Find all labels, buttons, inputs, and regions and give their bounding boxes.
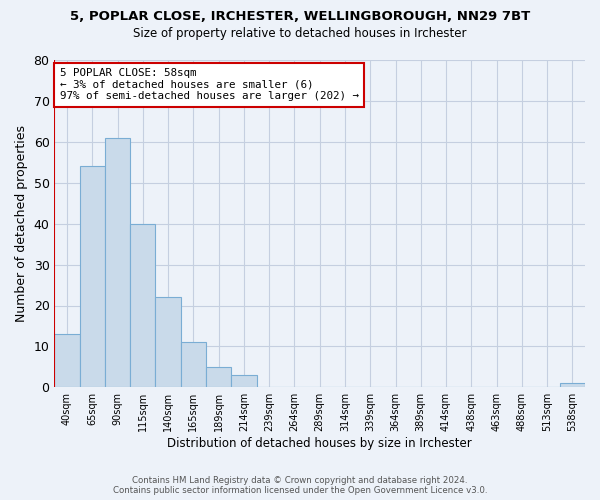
Bar — [560, 383, 585, 388]
Bar — [105, 138, 130, 388]
Bar — [55, 334, 80, 388]
Text: Contains HM Land Registry data © Crown copyright and database right 2024.
Contai: Contains HM Land Registry data © Crown c… — [113, 476, 487, 495]
Bar — [130, 224, 155, 388]
Text: Size of property relative to detached houses in Irchester: Size of property relative to detached ho… — [133, 28, 467, 40]
Bar — [231, 375, 257, 388]
Y-axis label: Number of detached properties: Number of detached properties — [15, 125, 28, 322]
Bar — [206, 367, 231, 388]
X-axis label: Distribution of detached houses by size in Irchester: Distribution of detached houses by size … — [167, 437, 472, 450]
Text: 5, POPLAR CLOSE, IRCHESTER, WELLINGBOROUGH, NN29 7BT: 5, POPLAR CLOSE, IRCHESTER, WELLINGBOROU… — [70, 10, 530, 23]
Text: 5 POPLAR CLOSE: 58sqm
← 3% of detached houses are smaller (6)
97% of semi-detach: 5 POPLAR CLOSE: 58sqm ← 3% of detached h… — [60, 68, 359, 102]
Bar — [155, 298, 181, 388]
Bar — [80, 166, 105, 388]
Bar — [181, 342, 206, 388]
